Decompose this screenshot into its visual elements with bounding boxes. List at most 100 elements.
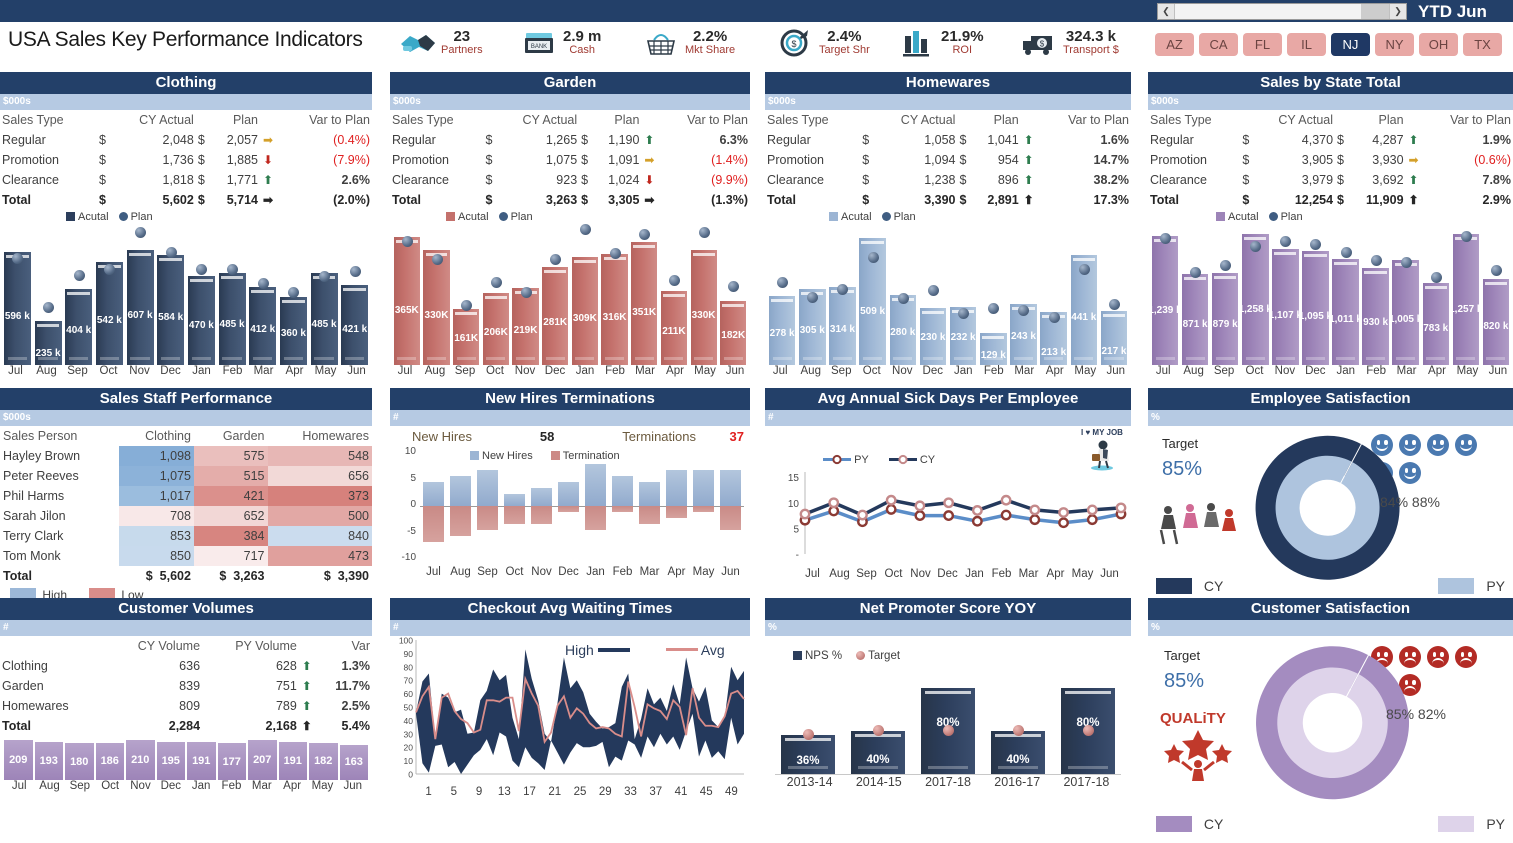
bar: 235 k [34, 320, 62, 365]
currency-symbol: $ [197, 153, 205, 167]
axis-tick-label: Nov [514, 365, 536, 377]
panel-title: Customer Volumes [0, 598, 372, 620]
bar-column: 80% [917, 666, 979, 774]
state-button-oh[interactable]: OH [1419, 33, 1458, 56]
panel-unit: $000s [1148, 94, 1513, 110]
table-row: Clearance $3,979 $3,692 ⬆ 7.8% [1148, 170, 1513, 190]
bar: 217 k [1100, 310, 1128, 365]
legend-swatch-high [10, 588, 36, 600]
arrow-up-icon: ⬆ [1023, 133, 1034, 147]
table-total-row: Total $3,390 $2,891 ⬆ 17.3% [765, 190, 1131, 210]
bar-column: 232 k [948, 225, 978, 365]
arrow-up-icon: ⬆ [1408, 133, 1419, 147]
bar: 191 [187, 742, 216, 780]
axis-tick-label: Mar [251, 780, 272, 792]
legend-swatch [470, 451, 479, 460]
row-label: Total [2, 193, 31, 207]
arrow-down-icon: ⬇ [644, 173, 655, 187]
arrow-flat-icon: ➡ [644, 193, 655, 207]
state-button-nj[interactable]: NJ [1331, 33, 1370, 56]
bar-column [555, 446, 582, 566]
legend-py: PY [1438, 578, 1505, 594]
axis-tick-label: Aug [39, 780, 60, 792]
legend-swatch-low [89, 588, 116, 600]
terminations-total: 37 [729, 429, 744, 444]
customer-satisfaction-body: Target 85% QUALiTY 85% 82% [1148, 636, 1513, 838]
axis-tick-label: 21 [548, 786, 562, 798]
legend-cy: CY [1156, 816, 1223, 832]
chart-legend: NPS % Target [765, 636, 1131, 662]
cell-variance: 2.6% [341, 173, 371, 187]
scroll-thumb[interactable] [1361, 4, 1389, 19]
bar-column: 596 k [2, 225, 33, 365]
bar-column: 235 k [33, 225, 64, 365]
cell-actual: 1,094 [924, 153, 956, 167]
plan-marker [520, 287, 532, 299]
table-row: Clearance $923 $1,024 ⬇ (9.9%) [390, 170, 750, 190]
smiley-happy-icon [1399, 434, 1421, 456]
plan-marker [668, 275, 680, 286]
axis-tick-label: Sep [477, 566, 498, 578]
panel-customer-volumes: Customer Volumes # CY Volume PY Volume V… [0, 598, 372, 792]
bar: 820 k [1482, 279, 1510, 365]
target-marker [803, 729, 814, 741]
bar-value-label: 607 k [127, 310, 153, 322]
bar: 36% [780, 735, 836, 774]
axis-tick-label: Nov [531, 566, 552, 578]
bar-value-label: 191 [283, 755, 302, 767]
state-button-tx[interactable]: TX [1463, 33, 1502, 56]
axis-tick-label: Apr [285, 365, 304, 377]
bar-column: 584 k [155, 225, 186, 365]
bar-column: 217 k [1099, 225, 1129, 365]
new-hires-chart: 10 5 0 -5 -10 New Hires Termination [390, 446, 750, 566]
bar-value-label: 177 [222, 755, 241, 768]
axis-tick-label: Oct [884, 568, 903, 580]
period-scrollbar[interactable]: ❮ ❯ [1157, 3, 1407, 20]
target-marker [943, 724, 954, 736]
bar-termination [612, 506, 633, 512]
axis-tick-label: 2016-17 [994, 775, 1041, 789]
state-button-fl[interactable]: FL [1243, 33, 1282, 56]
bar: 40% [990, 730, 1046, 774]
chevron-right-icon[interactable]: ❯ [1389, 4, 1406, 19]
state-button-ca[interactable]: CA [1199, 33, 1238, 56]
axis-tick-label: Dec [937, 568, 958, 580]
cell-clothing: 1,017 [119, 486, 194, 506]
y-axis-tick: -10 [401, 552, 416, 563]
currency-symbol: $ [862, 153, 870, 167]
bar-column [636, 446, 663, 566]
axis-tick-label: Jun [1106, 365, 1126, 377]
arrow-down-icon: ⬇ [262, 153, 274, 167]
currency-symbol: $ [485, 193, 493, 207]
bar-column: 783 k [1421, 225, 1451, 365]
bar: 584 k [157, 254, 185, 365]
axis-tick-label: Sep [856, 568, 877, 580]
table-header-row: Sales Type CY Actual Plan Var to Plan [1148, 110, 1513, 130]
axis-tick-label: Dec [160, 780, 182, 792]
bar-column: 40% [987, 666, 1049, 774]
legend-swatch [1438, 578, 1475, 594]
state-button-il[interactable]: IL [1287, 33, 1326, 56]
state-button-az[interactable]: AZ [1155, 33, 1194, 56]
bar-column: 278 k [767, 225, 797, 365]
table-row: Regular $2,048 $2,057 ➡ (0.4%) [0, 130, 372, 150]
svg-text:40: 40 [404, 716, 414, 726]
axis-tick-label: Jun [721, 566, 740, 578]
col-var: Var to Plan [1068, 113, 1129, 127]
donut-center-values: 85% 82% [1386, 706, 1446, 722]
bar-value-label: 180 [70, 755, 89, 768]
bar: 161K [453, 308, 480, 365]
svg-text:5: 5 [793, 524, 799, 535]
chevron-left-icon[interactable]: ❮ [1158, 4, 1175, 19]
cell-person: Total [3, 569, 32, 583]
scroll-track[interactable] [1175, 4, 1389, 19]
plan-marker [1018, 305, 1030, 317]
axis-tick-label: 1 [425, 786, 432, 798]
state-button-ny[interactable]: NY [1375, 33, 1414, 56]
bar-column: 930 k [1361, 225, 1391, 365]
bar-column: 1,095 k [1299, 225, 1332, 365]
legend-actual: Acutal [66, 211, 109, 223]
arrow-flat-icon: ➡ [644, 153, 655, 167]
legend-actual: Acutal [829, 211, 872, 223]
panel-title: New Hires Terminations [390, 388, 750, 410]
